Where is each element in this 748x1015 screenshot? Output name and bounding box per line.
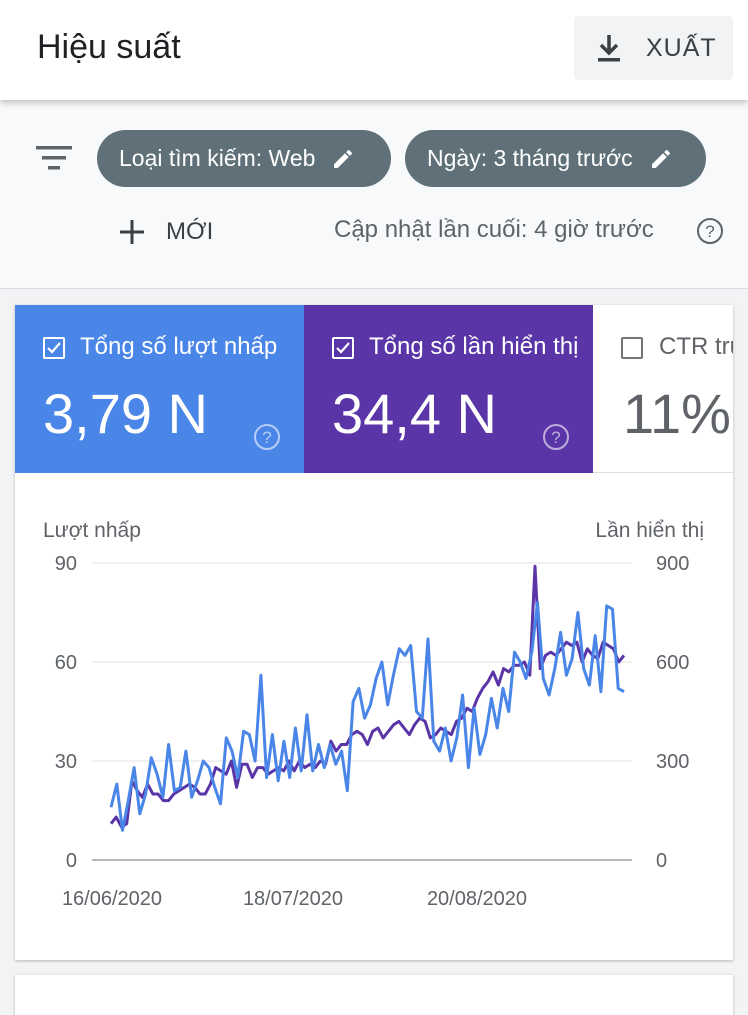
date-range-chip[interactable]: Ngày: 3 tháng trước <box>405 130 706 187</box>
metric-value: 3,79 N <box>43 382 208 445</box>
x-tick-label: 18/07/2020 <box>243 888 343 910</box>
help-circle-icon[interactable]: ? <box>542 423 570 451</box>
date-range-chip-label: Ngày: 3 tháng trước <box>427 145 633 171</box>
metric-total-impressions[interactable]: Tổng số lần hiển thị 34,4 N ? <box>304 305 593 473</box>
help-circle-icon[interactable]: ? <box>696 217 724 245</box>
checkbox-checked-icon[interactable] <box>332 337 354 359</box>
help-circle-icon[interactable]: ? <box>253 423 281 451</box>
new-filter-label: MỚI <box>166 218 214 245</box>
y-left-tick-label: 30 <box>55 751 77 773</box>
y-left-tick-label: 90 <box>55 553 77 575</box>
metric-average-ctr[interactable]: CTR trung bình 11% <box>593 305 733 473</box>
x-tick-label: 16/06/2020 <box>62 888 162 910</box>
edit-pencil-icon <box>334 149 353 168</box>
filter-bar: Loại tìm kiếm: Web Ngày: 3 tháng trước M… <box>0 100 748 289</box>
plus-icon <box>120 220 144 244</box>
series-line-impressions <box>109 564 626 829</box>
metric-value: 11% <box>623 382 731 445</box>
y-right-axis-label: Lần hiển thị <box>595 519 704 542</box>
y-right-tick-label: 600 <box>656 652 689 674</box>
filter-list-icon[interactable] <box>36 145 72 171</box>
y-left-axis-label: Lượt nhấp <box>43 519 141 542</box>
metric-name: Tổng số lượt nhấp <box>80 333 278 360</box>
svg-text:?: ? <box>262 428 271 447</box>
page-title: Hiệu suất <box>37 28 181 66</box>
performance-chart: Lượt nhấp Lần hiển thị0306090030060090016… <box>43 519 704 910</box>
edit-pencil-icon <box>651 149 670 168</box>
y-left-tick-label: 60 <box>55 652 77 674</box>
app-bar: Hiệu suất XUẤT <box>0 0 748 100</box>
search-type-chip[interactable]: Loại tìm kiếm: Web <box>97 130 391 187</box>
next-card <box>15 975 733 1015</box>
y-right-tick-label: 300 <box>656 751 689 773</box>
performance-card: Tổng số lượt nhấp 3,79 N ? Tổng số lần h… <box>15 305 733 960</box>
y-right-tick-label: 900 <box>656 553 689 575</box>
y-left-tick-label: 0 <box>66 850 77 872</box>
metric-name: Tổng số lần hiển thị <box>369 333 579 360</box>
checkbox-unchecked-icon[interactable] <box>621 337 643 359</box>
export-label: XUẤT <box>646 34 717 62</box>
search-type-chip-label: Loại tìm kiếm: Web <box>119 145 316 171</box>
series-line-clicks <box>109 601 625 832</box>
svg-text:?: ? <box>551 428 560 447</box>
export-button[interactable]: XUẤT <box>574 16 733 80</box>
svg-text:?: ? <box>705 222 714 241</box>
last-updated-text: Cập nhật lần cuối: 4 giờ trước <box>334 216 654 243</box>
new-filter-button[interactable]: MỚI <box>118 214 213 250</box>
checkbox-checked-icon[interactable] <box>43 337 65 359</box>
y-right-tick-label: 0 <box>656 850 667 872</box>
x-tick-label: 20/08/2020 <box>427 888 527 910</box>
download-icon <box>598 35 620 62</box>
metric-total-clicks[interactable]: Tổng số lượt nhấp 3,79 N ? <box>15 305 304 473</box>
metric-name: CTR trung bình <box>659 333 733 360</box>
metric-value: 34,4 N <box>332 382 497 445</box>
